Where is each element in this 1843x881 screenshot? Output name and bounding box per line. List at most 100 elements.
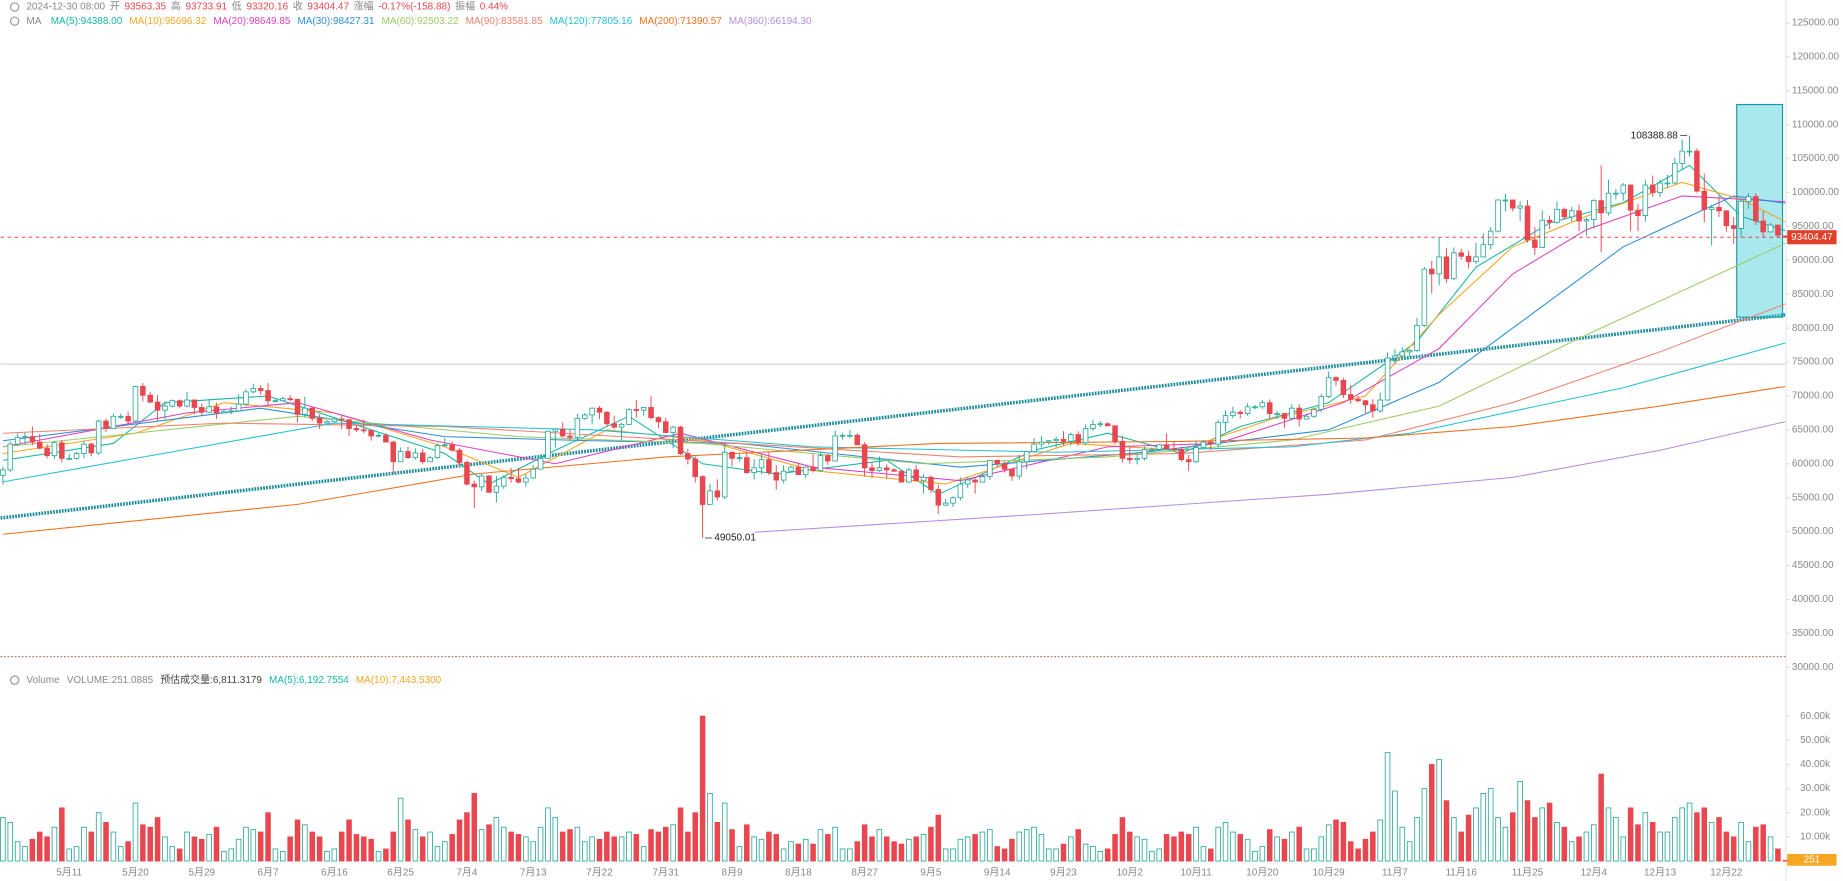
volume-bar xyxy=(920,834,927,862)
volume-bar xyxy=(1340,821,1347,862)
candle-body xyxy=(88,443,95,454)
volume-bar xyxy=(1760,824,1766,862)
candle-body xyxy=(316,417,323,424)
volume-bar xyxy=(412,829,419,862)
collapse-icon[interactable] xyxy=(9,675,20,685)
volume-bar xyxy=(464,812,470,862)
x-tick-label: 11月16 xyxy=(1446,866,1478,878)
candle-body xyxy=(1149,449,1155,451)
candle-body xyxy=(1252,406,1258,409)
header-item: 93320.16 xyxy=(246,2,288,13)
candle-body xyxy=(906,469,912,483)
x-tick-label: 11月7 xyxy=(1382,866,1408,878)
candle-body xyxy=(1428,268,1435,275)
x-tick-label: 6月25 xyxy=(387,866,414,878)
header-item: 收 xyxy=(293,0,303,13)
x-tick-label: 12月4 xyxy=(1580,866,1607,878)
candle-body xyxy=(1370,404,1376,412)
x-tick-label: 8月27 xyxy=(851,866,878,878)
candle-body xyxy=(375,434,382,437)
candle-body xyxy=(1605,192,1612,214)
volume-bar xyxy=(847,848,853,862)
volume-bar xyxy=(1775,848,1781,862)
candle-body xyxy=(935,489,942,506)
candle-body xyxy=(1620,184,1627,194)
volume-bar xyxy=(1215,826,1221,862)
candle-body xyxy=(132,386,139,422)
volume-bar xyxy=(758,838,765,862)
candle-body xyxy=(1097,423,1104,426)
candle-body xyxy=(825,455,831,462)
candle-body xyxy=(537,457,544,470)
candle-body xyxy=(1487,230,1494,246)
volume-bar xyxy=(1642,812,1649,862)
y-tick-label: 30000.00 xyxy=(1792,662,1834,673)
candle-body xyxy=(839,434,846,437)
volume-bar xyxy=(707,793,713,862)
candle-body xyxy=(427,457,433,463)
volume-bar xyxy=(559,831,566,862)
candle-body xyxy=(1672,162,1678,184)
volume-bar xyxy=(1318,836,1325,862)
volume-bar xyxy=(574,826,581,862)
candle-body xyxy=(1244,406,1251,414)
volume-bar xyxy=(1767,836,1774,862)
candle-body xyxy=(486,475,492,493)
candle-body xyxy=(368,430,374,437)
y-tick-label: 100000.00 xyxy=(1792,187,1840,198)
volume-bar xyxy=(1620,836,1627,862)
candle-body xyxy=(1296,407,1302,420)
candle-body xyxy=(1134,457,1140,461)
header-item: 低 xyxy=(232,0,242,13)
candle-body xyxy=(898,470,905,483)
volume-bar xyxy=(1200,846,1207,862)
x-tick-label: 7月31 xyxy=(652,866,679,878)
candle-body xyxy=(655,417,662,423)
volume-bar xyxy=(29,838,36,862)
volume-bar xyxy=(1694,812,1700,862)
candle-body xyxy=(699,476,706,505)
candle-body xyxy=(530,468,536,479)
volume-bar xyxy=(604,831,610,862)
candle-body xyxy=(987,459,993,478)
volume-legend: MA(5):6,192.7554 xyxy=(269,675,349,686)
candle-body xyxy=(1753,196,1759,222)
volume-legend: VOLUME:251.0885 xyxy=(67,675,154,686)
volume-bar xyxy=(1178,831,1185,862)
volume-bar xyxy=(1679,807,1685,862)
candle-body xyxy=(36,441,43,449)
candle-body xyxy=(1480,244,1487,258)
last-volume-box xyxy=(1787,853,1837,866)
x-tick-label: 7月13 xyxy=(520,866,547,878)
volume-bar xyxy=(449,834,455,862)
candle-body xyxy=(744,457,750,473)
candle-body xyxy=(287,398,293,401)
x-tick-label: 11月25 xyxy=(1512,866,1544,878)
candle-body xyxy=(1082,428,1089,444)
candle-body xyxy=(1406,350,1413,353)
collapse-icon[interactable] xyxy=(9,2,20,12)
candle-body xyxy=(500,476,507,487)
volume-bar xyxy=(257,831,264,862)
candle-body xyxy=(1075,434,1081,444)
candle-body xyxy=(29,436,36,443)
candle-body xyxy=(228,410,234,413)
candle-body xyxy=(1222,415,1229,423)
candle-body xyxy=(383,434,389,443)
volume-bar xyxy=(1333,819,1339,862)
candle-body xyxy=(972,479,978,483)
volume-bar xyxy=(1163,834,1170,862)
candle-body xyxy=(1716,207,1722,212)
volume-bar xyxy=(773,834,780,862)
volume-bar xyxy=(692,812,698,862)
x-tick-label: 6月16 xyxy=(321,866,348,878)
highlight-box xyxy=(1736,103,1784,318)
candle-body xyxy=(147,394,153,403)
candle-body xyxy=(1495,199,1501,232)
volume-bar xyxy=(302,824,308,862)
collapse-icon[interactable] xyxy=(9,16,20,26)
candle-body xyxy=(1215,421,1221,445)
volume-bar xyxy=(1546,802,1553,862)
candle-body xyxy=(1760,220,1766,233)
volume-bar xyxy=(103,821,109,862)
